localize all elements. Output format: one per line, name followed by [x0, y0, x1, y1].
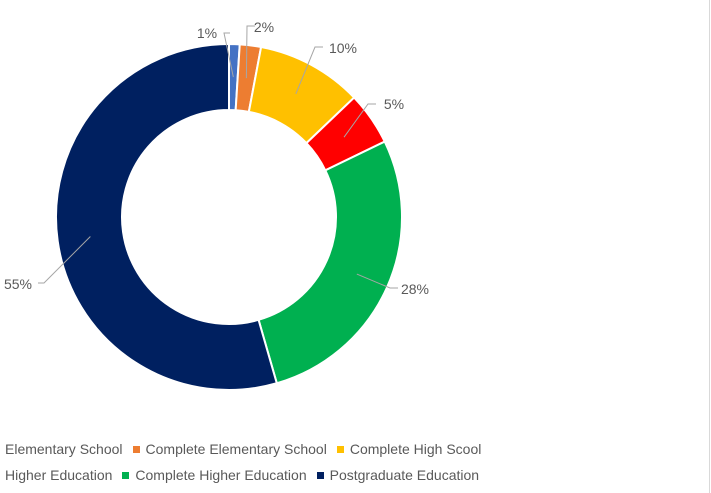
- legend-row-2: Higher Education Complete Higher Educati…: [0, 462, 692, 488]
- data-label-2: 2%: [254, 19, 274, 35]
- legend-item-complete-high-school: Complete High Scool: [336, 441, 482, 457]
- leader-line-5: [356, 273, 398, 289]
- data-label-1: 1%: [197, 25, 217, 41]
- donut-chart: 1% 2% 10% 5% 28% 55%: [4, 19, 429, 391]
- chart-legend: Elementary School Complete Elementary Sc…: [0, 436, 692, 488]
- data-label-5: 28%: [401, 281, 429, 297]
- legend-label: Complete Higher Education: [135, 467, 307, 483]
- legend-item-postgraduate-education: Postgraduate Education: [316, 467, 480, 483]
- leader-line-1: [223, 32, 234, 78]
- legend-row-1: Elementary School Complete Elementary Sc…: [0, 436, 692, 462]
- legend-swatch: [122, 471, 130, 479]
- legend-label: Higher Education: [5, 467, 113, 483]
- data-label-3: 10%: [329, 40, 357, 56]
- legend-item-complete-higher-education: Complete Higher Education: [122, 467, 307, 483]
- legend-swatch: [336, 445, 344, 453]
- legend-label: Complete High Scool: [349, 441, 482, 457]
- leader-line-2: [245, 25, 255, 79]
- leader-line-4: [343, 103, 376, 138]
- legend-label: Elementary School: [5, 441, 123, 457]
- donut-slice-6: [55, 42, 279, 391]
- legend-swatch: [316, 471, 324, 479]
- legend-swatch: [132, 445, 140, 453]
- leader-line-3: [295, 46, 323, 95]
- donut-slice-5: [257, 140, 403, 385]
- legend-item-elementary-school: Elementary School: [0, 441, 123, 457]
- legend-item-higher-education: Higher Education: [0, 467, 112, 483]
- data-label-4: 5%: [384, 96, 404, 112]
- data-label-6: 55%: [4, 276, 32, 292]
- legend-label: Complete Elementary School: [145, 441, 327, 457]
- legend-item-complete-elementary-school: Complete Elementary School: [132, 441, 327, 457]
- leader-line-6: [38, 236, 91, 284]
- legend-label: Postgraduate Education: [329, 467, 480, 483]
- chart-border-line: [709, 0, 710, 493]
